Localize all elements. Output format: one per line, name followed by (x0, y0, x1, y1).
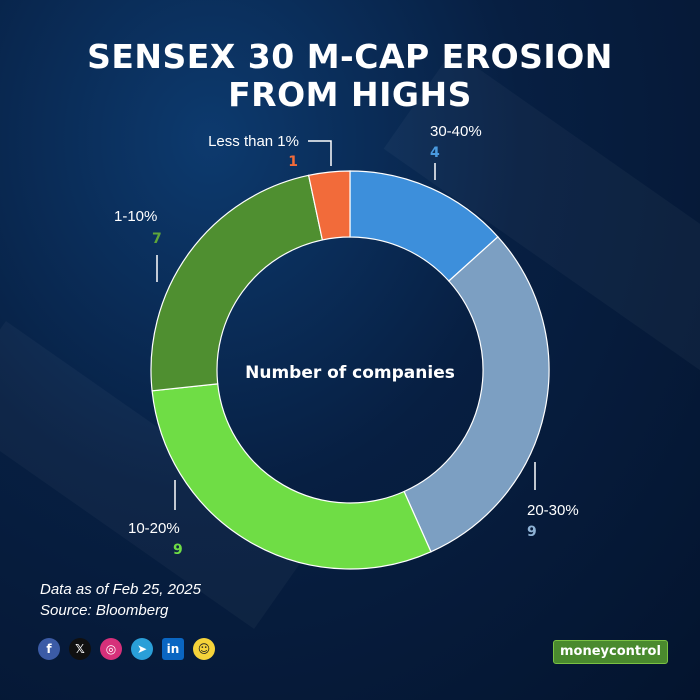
data-date: Data as of Feb 25, 2025 (40, 581, 201, 598)
brand-logo[interactable]: moneycontrol (553, 640, 668, 664)
slice-20-30 (403, 235, 550, 553)
label-10-20: 10-20% (128, 520, 180, 537)
data-source: Source: Bloomberg (40, 602, 169, 619)
slice-group (150, 170, 550, 570)
center-label: Number of companies (245, 363, 455, 383)
label-1-10: 1-10% (114, 208, 157, 225)
slice-10-20 (151, 383, 432, 570)
slice-1-10 (150, 174, 324, 392)
page-title: SENSEX 30 M-CAP EROSION FROM HIGHS (0, 38, 700, 114)
facebook-icon[interactable]: f (38, 638, 60, 660)
leader-less-than-1 (308, 140, 332, 166)
value-less-than-1: 1 (288, 154, 298, 170)
footnote: Data as of Feb 25, 2025 Source: Bloomber… (40, 579, 201, 621)
slice-less-than-1 (307, 170, 351, 241)
instagram-icon[interactable]: ◎ (100, 638, 122, 660)
value-30-40: 4 (430, 145, 440, 161)
value-20-30: 9 (527, 524, 537, 540)
snapchat-icon[interactable]: ☺ (193, 638, 215, 660)
value-1-10: 7 (152, 231, 162, 247)
label-20-30: 20-30% (527, 502, 579, 519)
label-less-than-1: Less than 1% (208, 133, 299, 150)
label-30-40: 30-40% (430, 123, 482, 140)
title-line-2: FROM HIGHS (228, 75, 472, 114)
x-icon[interactable]: 𝕏 (69, 638, 91, 660)
value-10-20: 9 (173, 542, 183, 558)
title-line-1: SENSEX 30 M-CAP EROSION (87, 37, 613, 76)
linkedin-icon[interactable]: in (162, 638, 184, 660)
telegram-icon[interactable]: ➤ (131, 638, 153, 660)
social-links: f 𝕏 ◎ ➤ in ☺ (38, 638, 215, 660)
